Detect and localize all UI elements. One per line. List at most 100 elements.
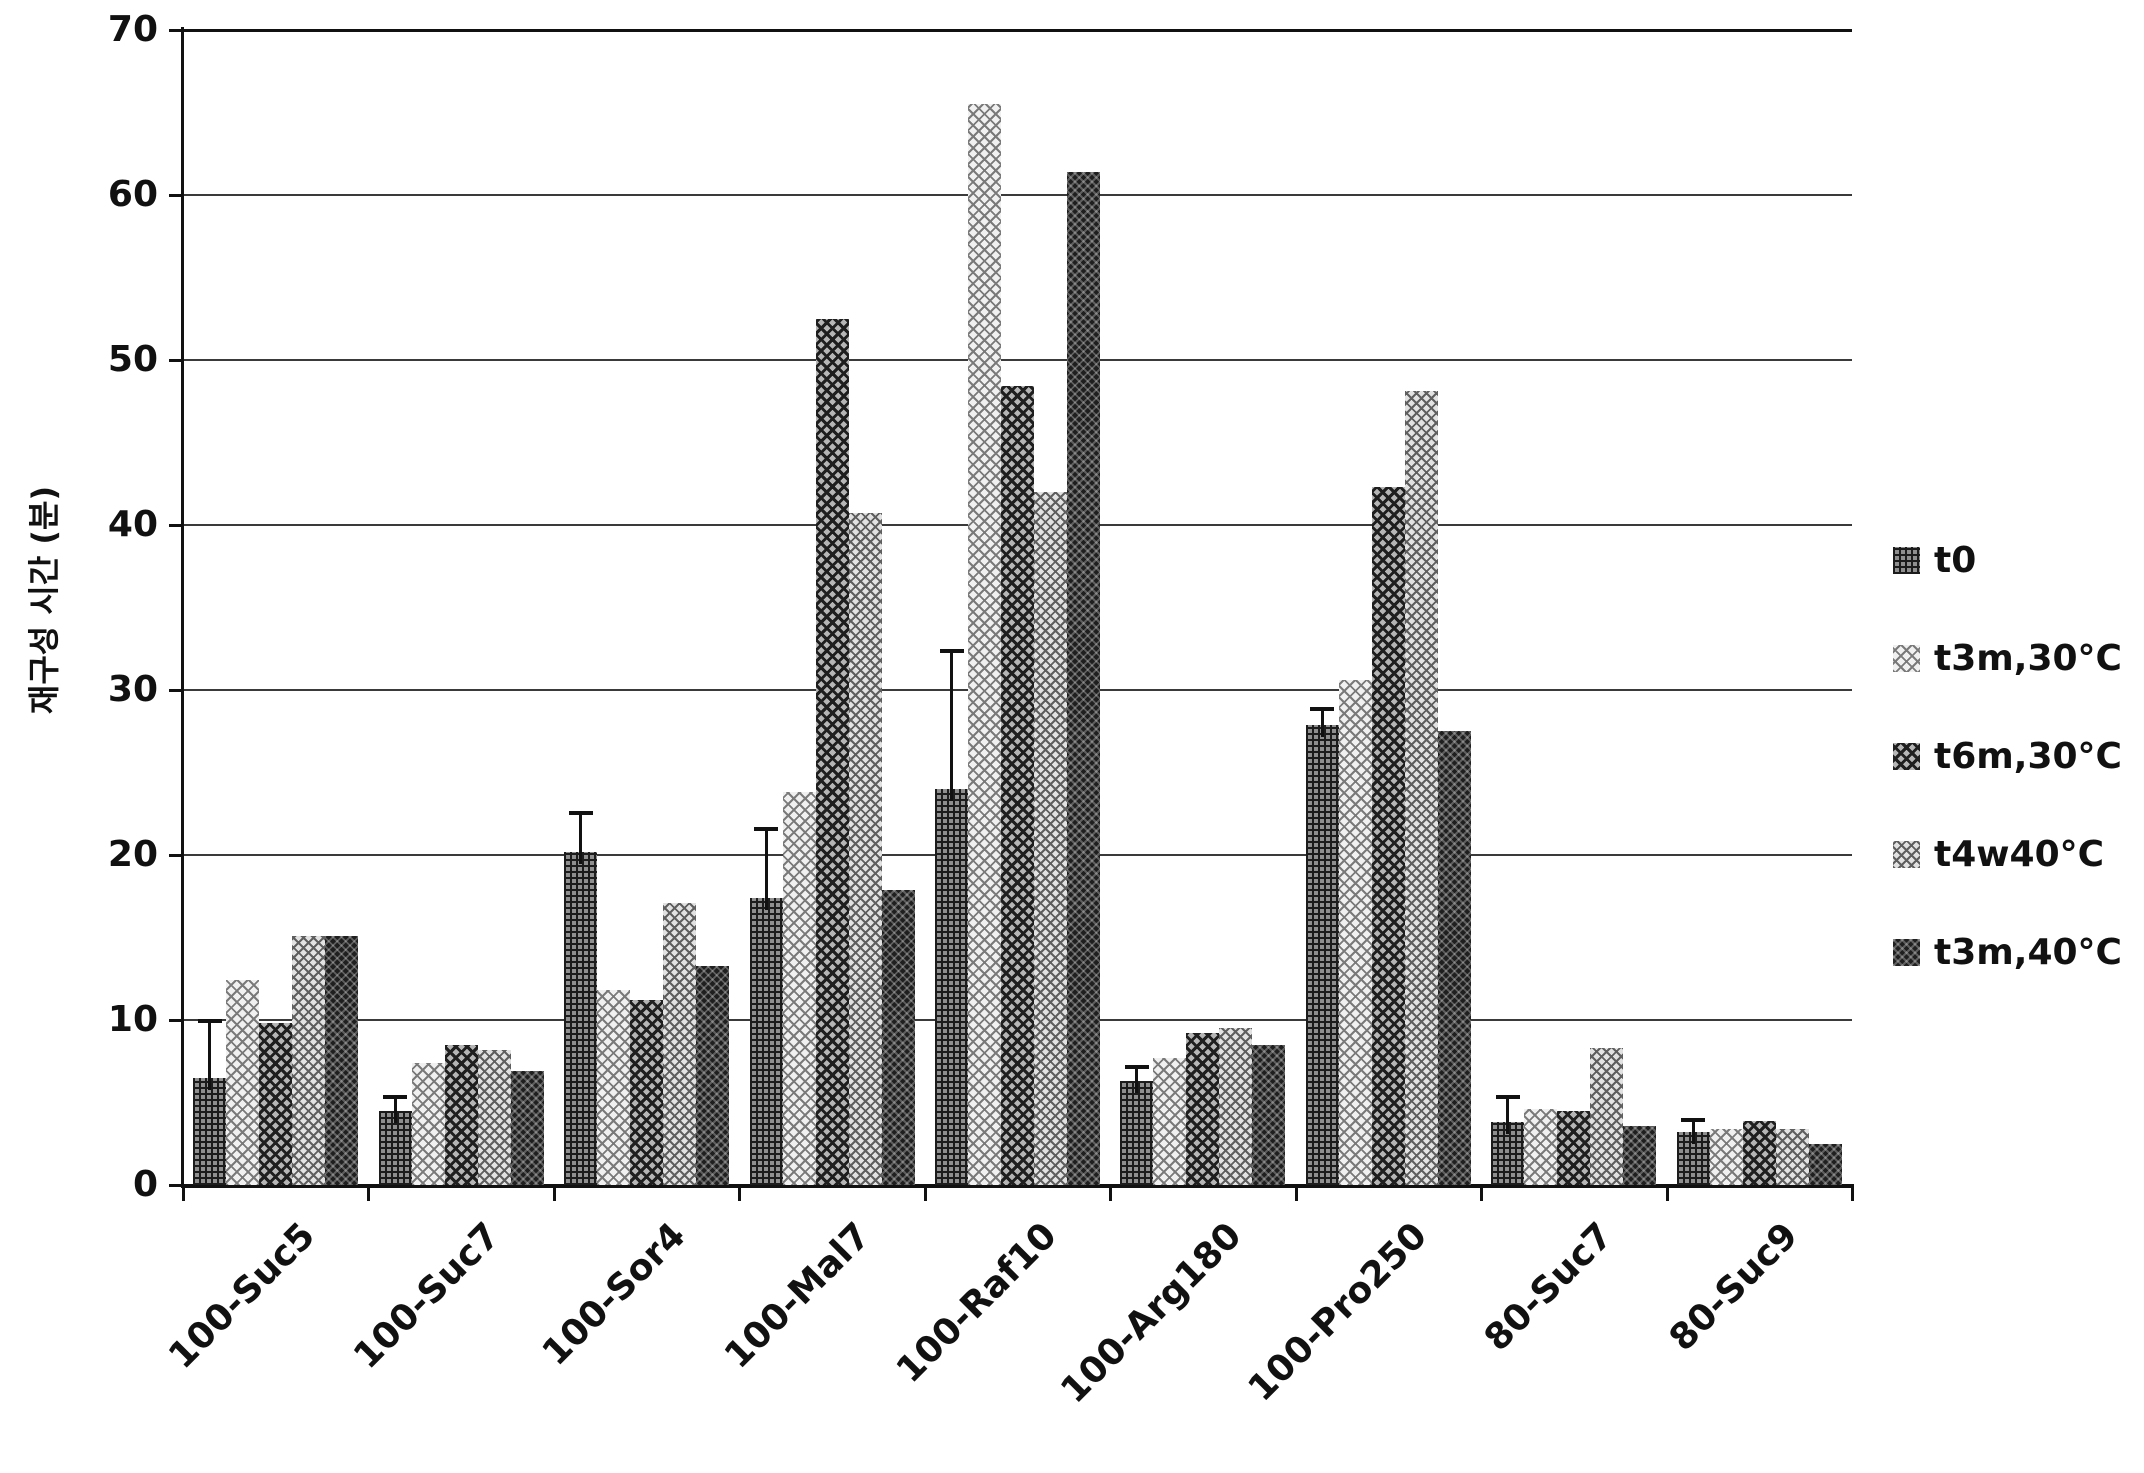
x-axis-tick (1294, 1185, 1298, 1201)
grid-line (183, 194, 1852, 196)
x-category-label: 100-Sor4 (534, 1215, 694, 1374)
x-category-label: 100-Mal7 (717, 1215, 880, 1377)
x-category-label: 100-Pro250 (1240, 1215, 1436, 1410)
bar (1120, 1081, 1154, 1185)
x-axis-tick (738, 1185, 742, 1201)
error-bar-cap (197, 1018, 222, 1023)
x-axis-tick (1480, 1185, 1484, 1201)
error-bar-stem (1135, 1067, 1139, 1094)
legend-item: t6m,30°C (1893, 736, 2122, 777)
legend-swatch-3 (1893, 743, 1920, 770)
bar (411, 1062, 445, 1185)
x-axis-tick (367, 1185, 371, 1201)
bar (325, 935, 359, 1185)
error-bar-cap (568, 810, 593, 815)
bar (259, 1023, 293, 1185)
y-tick-label: 30 (107, 669, 158, 710)
legend-item: t4w40°C (1893, 834, 2104, 875)
bar (1590, 1048, 1624, 1185)
y-axis-tick (169, 29, 183, 32)
bar (597, 990, 631, 1185)
bar (1404, 391, 1438, 1185)
bar (378, 1110, 412, 1185)
error-bar-cap (754, 827, 779, 832)
legend-item: t3m,30°C (1893, 638, 2122, 679)
y-axis-tick (169, 359, 183, 362)
bar (1034, 492, 1067, 1185)
error-bar-cap (1681, 1117, 1706, 1122)
bar (749, 897, 783, 1185)
x-axis-tick (182, 1185, 185, 1201)
bar (815, 318, 849, 1185)
y-tick-label: 10 (107, 999, 158, 1040)
legend-label: t3m,40°C (1934, 932, 2122, 973)
bar (193, 1077, 227, 1185)
bar (1305, 724, 1339, 1185)
error-bar-stem (950, 652, 953, 801)
bar (848, 513, 882, 1185)
error-bar-stem (1320, 709, 1324, 737)
bar (1623, 1125, 1657, 1185)
bar (292, 935, 326, 1185)
bar (1524, 1109, 1558, 1185)
bar (564, 851, 598, 1185)
legend-swatch-4 (1893, 841, 1920, 868)
bar (444, 1044, 478, 1185)
x-category-label: 100-Suc5 (160, 1215, 323, 1377)
x-axis-tick (552, 1185, 556, 1201)
error-bar-cap (1495, 1094, 1520, 1099)
bar (1338, 680, 1372, 1185)
bar (1219, 1028, 1253, 1185)
y-tick-label: 50 (107, 339, 158, 380)
x-axis-tick (923, 1185, 927, 1201)
x-axis-tick (1665, 1185, 1669, 1201)
legend-item: t0 (1893, 540, 1976, 581)
bar (1742, 1120, 1776, 1185)
y-axis-line (181, 27, 184, 1188)
legend-label: t4w40°C (1934, 834, 2105, 875)
y-tick-label: 40 (107, 504, 158, 545)
y-axis-tick (169, 854, 183, 857)
legend-swatch-2 (1893, 645, 1920, 672)
bar (968, 104, 1001, 1185)
error-bar-cap (939, 649, 964, 654)
bar (1437, 731, 1471, 1185)
x-category-label: 100-Raf10 (888, 1215, 1065, 1391)
bar (1001, 386, 1034, 1185)
legend-item: t3m,40°C (1893, 932, 2122, 973)
legend-label: t0 (1934, 540, 1977, 581)
y-tick-label: 70 (107, 9, 158, 50)
bar (696, 965, 730, 1185)
error-bar-stem (1506, 1097, 1510, 1135)
bar (1067, 171, 1100, 1185)
bar (1709, 1128, 1743, 1185)
x-category-label: 100-Suc7 (346, 1215, 509, 1377)
y-tick-label: 60 (107, 174, 158, 215)
x-category-label: 100-Arg180 (1053, 1215, 1250, 1412)
bar (1371, 487, 1405, 1185)
x-axis-tick (1109, 1185, 1113, 1201)
bar (1808, 1143, 1842, 1185)
y-axis-tick (169, 689, 183, 692)
legend-swatch-5 (1893, 939, 1920, 966)
bar (477, 1049, 511, 1185)
bar (782, 792, 816, 1185)
x-category-label: 80-Suc9 (1662, 1215, 1807, 1360)
x-axis-tick (1851, 1185, 1854, 1201)
bar (1252, 1044, 1286, 1185)
x-category-label: 80-Suc7 (1476, 1215, 1621, 1360)
y-axis-tick (169, 1184, 183, 1187)
bar (935, 789, 968, 1185)
y-tick-label: 20 (107, 834, 158, 875)
y-axis-tick (169, 524, 183, 527)
bar (510, 1071, 544, 1185)
error-bar-stem (393, 1097, 397, 1123)
bar (881, 889, 915, 1185)
error-bar-cap (1310, 706, 1335, 711)
error-bar-stem (1691, 1120, 1695, 1145)
error-bar-stem (764, 830, 768, 910)
bar (1557, 1110, 1591, 1185)
bar (663, 902, 697, 1185)
bar (1153, 1057, 1187, 1185)
